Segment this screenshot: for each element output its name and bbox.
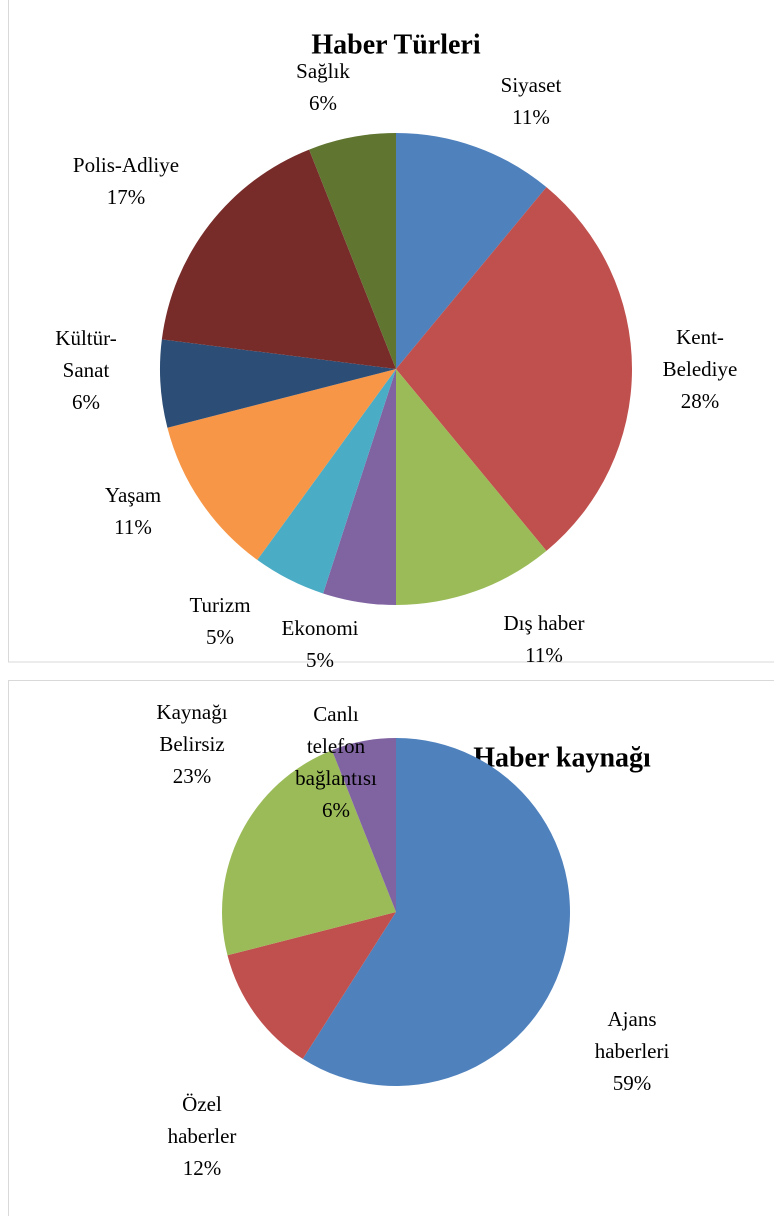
slice-name: Kültür-Sanat: [55, 326, 116, 382]
slice-value-label: 6%: [309, 91, 337, 115]
pie-slice: [396, 133, 547, 369]
slice-value-label: 11%: [525, 643, 563, 667]
pie-slice: [323, 369, 396, 605]
chart-frame: [8, 0, 774, 663]
slice-value-label: 11%: [114, 515, 152, 539]
pie-slice: [396, 369, 547, 605]
slice-value-label: 5%: [206, 625, 234, 649]
pie-slice: [331, 738, 396, 912]
slice-name: Yaşam: [105, 483, 161, 507]
slice-value-label: 28%: [681, 389, 720, 413]
slice-name: Turizm: [189, 593, 250, 617]
pie-slice: [257, 369, 396, 594]
slice-value-label: 23%: [173, 764, 212, 788]
slice-name: Özel haberler: [168, 1092, 237, 1148]
slice-name: Siyaset: [501, 73, 562, 97]
slice-name: Kaynağı Belirsiz: [156, 700, 227, 756]
pie-slice: [161, 149, 396, 369]
chart-title: Haber kaynağı: [473, 742, 651, 773]
pie-slice: [222, 750, 396, 956]
slice-name: Polis-Adliye: [73, 153, 179, 177]
slice-name: Ajans haberleri: [595, 1007, 670, 1063]
slice-value-label: 59%: [613, 1071, 652, 1095]
slice-value-label: 11%: [512, 105, 550, 129]
chart-frame: [8, 680, 774, 1216]
pie-slice: [227, 912, 396, 1059]
slice-name: Ekonomi: [282, 616, 359, 640]
pie-slice: [309, 133, 396, 369]
slice-name: Canlı telefon bağlantısı: [295, 702, 377, 790]
slice-value-label: 6%: [72, 390, 100, 414]
slice-value-label: 6%: [322, 798, 350, 822]
pie-slice: [302, 738, 570, 1086]
slice-name: Sağlık: [296, 59, 350, 83]
slice-value-label: 17%: [107, 185, 146, 209]
slice-value-label: 5%: [306, 648, 334, 672]
slice-name: Dış haber: [503, 611, 584, 635]
slice-name: Kent-Belediye: [663, 325, 738, 381]
pie-slice: [160, 339, 396, 428]
slice-value-label: 12%: [183, 1156, 222, 1180]
chart-title: Haber Türleri: [311, 29, 481, 60]
pie-slice: [396, 187, 633, 551]
pie-slice: [167, 369, 396, 560]
